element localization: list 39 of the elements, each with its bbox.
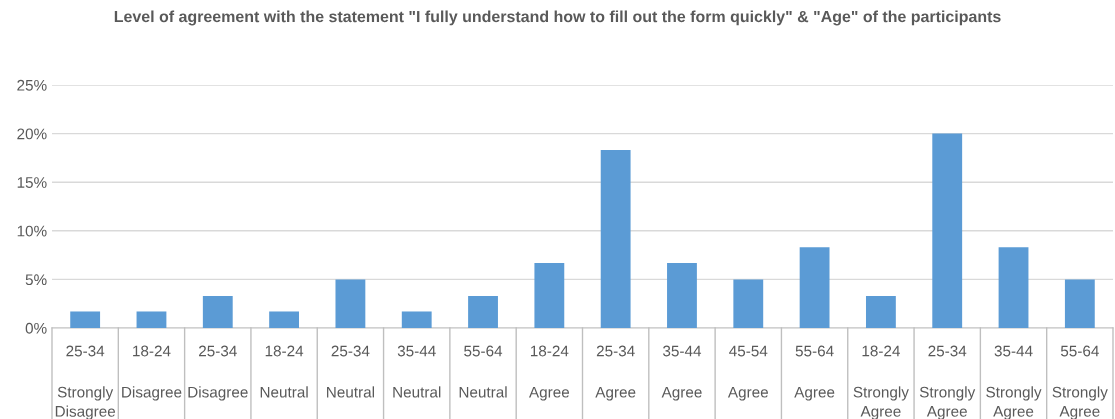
category-label: 18-24 Neutral (260, 345, 308, 398)
category-label: 25-34 Disagree (188, 345, 248, 401)
category-label: 18-24 Strongly Agree (853, 345, 909, 419)
category-label: 25-34 Strongly Agree (919, 345, 976, 419)
category-label: 35-44 Agree (661, 345, 702, 401)
category-label: 18-24 Disagree (122, 345, 182, 401)
category-label: 25-34 Neutral (327, 345, 375, 398)
y-tick-label: 25% (17, 79, 47, 91)
y-tick-label: 5% (25, 274, 47, 286)
y-tick-label: 0% (25, 322, 47, 334)
bar (202, 295, 233, 328)
category-label: 35-44 Neutral (393, 345, 441, 398)
bar (401, 311, 432, 328)
bar (600, 150, 631, 328)
category-label: 55-64 Neutral (459, 345, 507, 398)
category-label: 25-34 Strongly Disagree (55, 345, 116, 419)
category-label: 55-64 Strongly Agree (1052, 345, 1108, 419)
bar (468, 295, 498, 328)
bar (1064, 279, 1095, 328)
chart-title: Level of agreement with the statement "I fully understand how to fill out the form quickly" & "Age" of the participants (114, 10, 1001, 26)
bar (534, 262, 565, 328)
bar (865, 295, 896, 328)
y-tick-label: 10% (17, 225, 47, 237)
y-tick-label: 15% (17, 177, 47, 188)
category-label: 18-24 Agree (528, 345, 570, 401)
y-tick-label: 20% (17, 128, 47, 140)
bar (269, 311, 300, 328)
category-label: 25-34 Agree (595, 345, 636, 401)
category-label: 45-54 Agree (727, 345, 768, 401)
bar (733, 279, 764, 328)
bar (998, 247, 1029, 328)
category-label: 35-44 Strongly Agree (986, 345, 1042, 419)
bar (667, 262, 697, 328)
bar (799, 247, 830, 328)
category-label: 55-64 Agree (794, 345, 835, 401)
bar (70, 311, 101, 328)
bar (136, 311, 167, 328)
bar (932, 133, 963, 328)
bar (335, 279, 366, 328)
